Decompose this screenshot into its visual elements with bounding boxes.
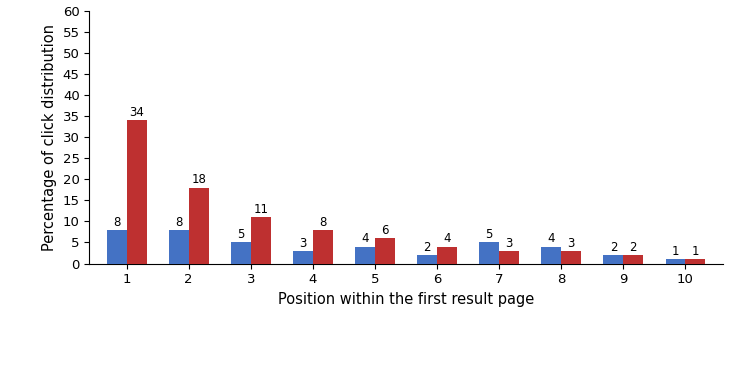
Text: 8: 8 — [175, 216, 183, 229]
Text: 2: 2 — [423, 241, 431, 254]
Text: 5: 5 — [237, 228, 244, 241]
Text: 4: 4 — [443, 232, 451, 246]
Text: 11: 11 — [253, 203, 268, 216]
Bar — [313, 230, 333, 264]
Bar — [685, 259, 706, 264]
Bar — [355, 247, 375, 264]
Bar — [169, 230, 188, 264]
Text: 3: 3 — [568, 237, 575, 250]
Bar — [542, 247, 561, 264]
Text: 5: 5 — [486, 228, 493, 241]
Text: 4: 4 — [548, 232, 555, 246]
Text: 1: 1 — [672, 245, 679, 258]
Bar — [107, 230, 127, 264]
Text: 2: 2 — [630, 241, 637, 254]
Text: 34: 34 — [129, 106, 144, 119]
Bar — [561, 251, 581, 264]
Bar — [231, 242, 251, 264]
Bar — [188, 188, 209, 264]
Bar — [603, 255, 624, 264]
Bar — [499, 251, 519, 264]
Text: 1: 1 — [691, 245, 699, 258]
X-axis label: Position within the first result page: Position within the first result page — [278, 292, 534, 307]
Text: 6: 6 — [381, 224, 389, 237]
Bar — [127, 120, 147, 264]
Text: 2: 2 — [609, 241, 617, 254]
Bar — [417, 255, 437, 264]
Bar — [251, 217, 270, 264]
Bar — [624, 255, 643, 264]
Bar — [375, 238, 395, 264]
Y-axis label: Percentage of click distribution: Percentage of click distribution — [42, 24, 57, 251]
Bar — [665, 259, 685, 264]
Text: 4: 4 — [361, 232, 369, 246]
Text: 3: 3 — [299, 237, 307, 250]
Text: 3: 3 — [505, 237, 513, 250]
Text: 8: 8 — [319, 216, 326, 229]
Text: 18: 18 — [191, 173, 206, 187]
Bar — [293, 251, 313, 264]
Bar — [437, 247, 457, 264]
Bar — [479, 242, 499, 264]
Text: 8: 8 — [113, 216, 121, 229]
